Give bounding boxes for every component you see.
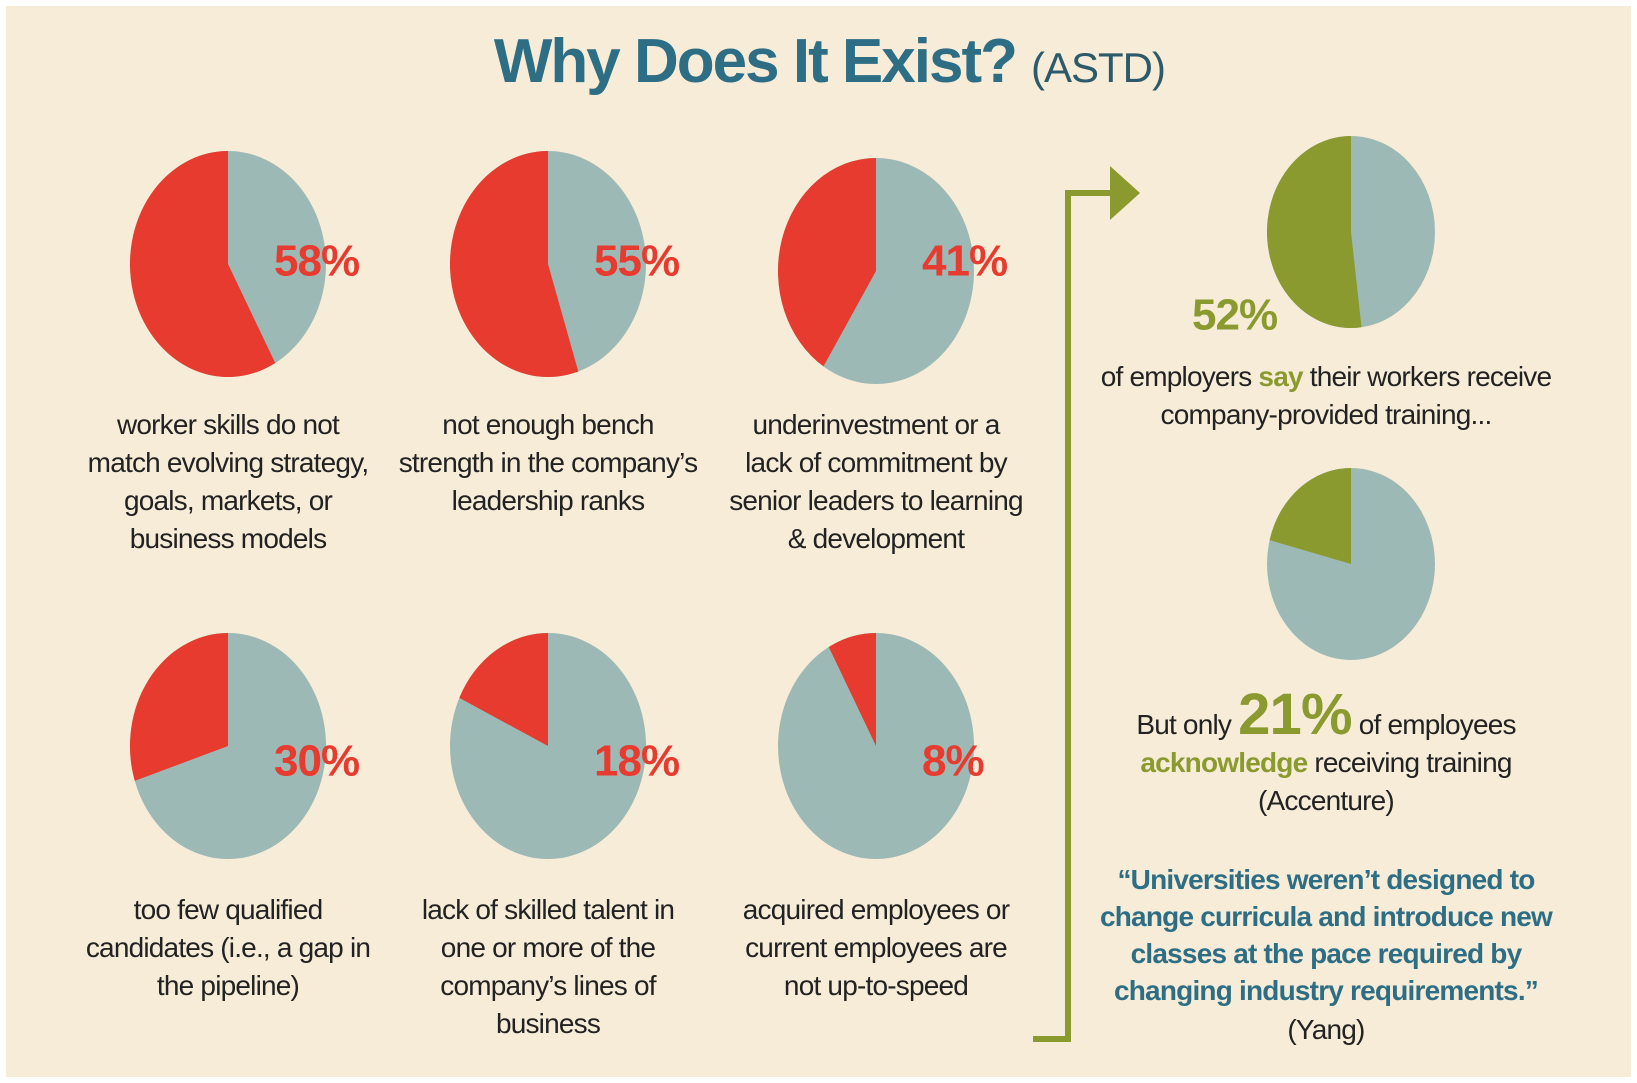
caption-highlight: say — [1258, 361, 1303, 392]
caption: worker skills do not match evolving stra… — [87, 409, 369, 554]
caption: lack of skilled talent in one or more of… — [421, 894, 675, 1039]
pie-slice — [1269, 468, 1351, 564]
caption-text: But only — [1136, 709, 1232, 740]
value-label: 58% — [274, 237, 359, 286]
caption-text: of employers — [1100, 361, 1253, 392]
infographic: Why Does It Exist? (ASTD) 58% 55% 41% 30% 18… — [6, 6, 1631, 1077]
arrow-line — [1033, 190, 1112, 1042]
title-source: (ASTD) — [1031, 44, 1165, 91]
caption: too few qualified candidates (i.e., a ga… — [85, 894, 371, 1001]
caption-source: (Accenture) — [1258, 785, 1395, 816]
quote: “Universities weren’t designed to change… — [1099, 864, 1553, 1006]
quote-source: (Yang) — [1287, 1014, 1365, 1045]
pie-slice — [459, 633, 548, 746]
value-label: 18% — [594, 737, 679, 786]
value-label: 41% — [922, 237, 1007, 286]
pie-slice — [828, 633, 876, 746]
pie-slice — [1267, 136, 1362, 328]
caption: underinvestment or a lack of commitment … — [729, 409, 1023, 554]
caption: But only 21% of employees acknowledge rec… — [1086, 686, 1566, 820]
chart: Why Does It Exist? (ASTD) 58% 55% 41% 30% 18… — [129, 27, 1435, 1042]
caption: not enough bench strength in the company… — [398, 409, 698, 516]
value-label: 52% — [1192, 291, 1277, 340]
title: Why Does It Exist? — [494, 27, 1016, 96]
pie-slice — [129, 633, 228, 781]
value-label: 30% — [274, 737, 359, 786]
caption-highlight: acknowledge — [1140, 747, 1308, 778]
pie-slice — [777, 158, 876, 367]
pie-slice — [129, 151, 276, 378]
caption-text: receiving training — [1314, 747, 1512, 778]
value-label: 8% — [922, 737, 984, 786]
value-label: 21% — [1238, 682, 1352, 747]
pie-slice — [450, 151, 579, 377]
caption: acquired employees or current employees … — [742, 894, 1010, 1001]
arrow-head — [1110, 166, 1140, 220]
value-label: 55% — [594, 237, 679, 286]
caption-text: their workers receive company-provided t… — [1160, 361, 1553, 430]
caption: of employers say their workers receive c… — [1086, 358, 1566, 434]
caption-text: of employees — [1358, 709, 1517, 740]
